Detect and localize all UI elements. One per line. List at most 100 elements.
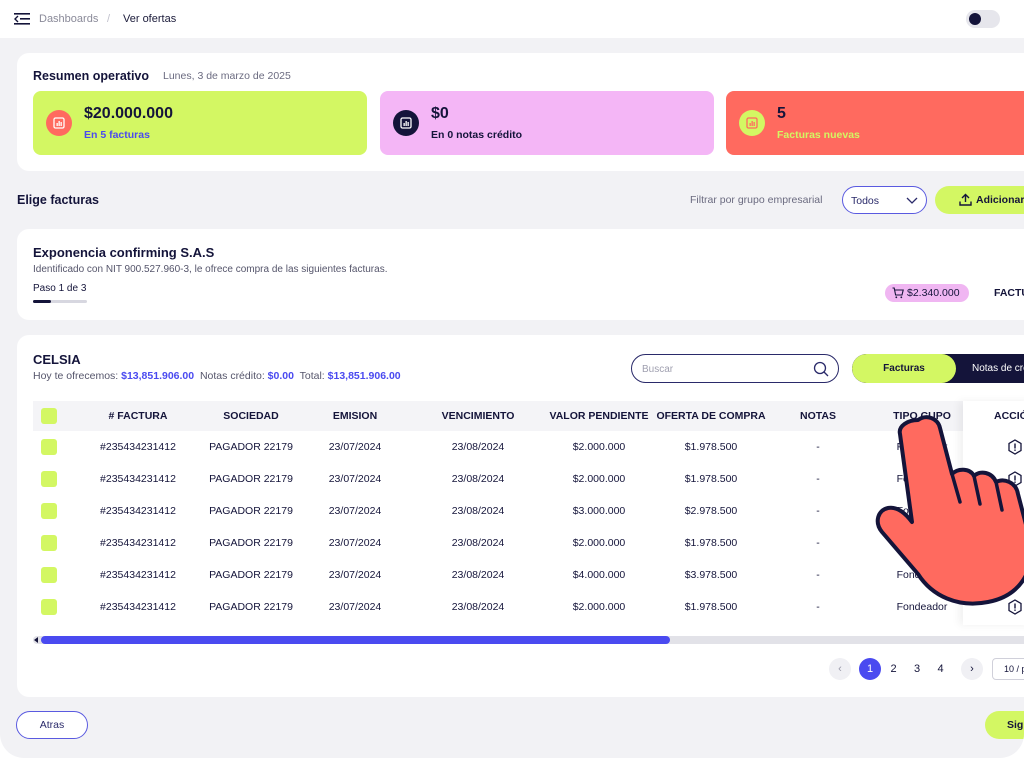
total-label: Total: — [299, 370, 325, 382]
cell-notes: - — [816, 473, 820, 485]
summary-date: Lunes, 3 de marzo de 2025 — [163, 70, 291, 82]
column-header[interactable]: NOTAS — [800, 410, 836, 422]
table-row[interactable]: #235434231412 PAGADOR 22179 23/07/2024 23/0… — [33, 527, 1024, 559]
info-icon[interactable] — [1007, 439, 1023, 455]
page-3-button[interactable]: 3 — [913, 663, 921, 675]
stat-value: 5 — [777, 105, 786, 122]
client-name: CELSIA — [33, 352, 81, 367]
cell-notes: - — [816, 505, 820, 517]
cell-notes: - — [816, 537, 820, 549]
info-icon[interactable] — [1007, 471, 1023, 487]
table-row[interactable]: #235434231412 PAGADOR 22179 23/07/2024 23/0… — [33, 431, 1024, 463]
company-card: Exponencia confirming S.A.S Identificado… — [17, 229, 1024, 320]
cell-purchase-offer: $1.978.500 — [684, 473, 738, 485]
tab-invoices[interactable]: Facturas — [852, 354, 956, 383]
step-label: Paso 1 de 3 — [33, 283, 87, 294]
breadcrumb-home[interactable]: Dashboards — [39, 13, 99, 25]
info-icon[interactable] — [1007, 567, 1023, 583]
step-progress-fill — [33, 300, 51, 303]
actions-column: ACCIÓN — [963, 401, 1024, 625]
row-checkbox[interactable] — [41, 439, 57, 455]
page-4-button[interactable]: 4 — [937, 663, 944, 675]
stat-card-new-invoices: 5 Facturas nuevas — [726, 91, 1024, 155]
info-icon[interactable] — [1007, 503, 1023, 519]
summary-card: Resumen operativo Lunes, 3 de marzo de 2… — [17, 53, 1024, 171]
cell-notes: - — [816, 601, 820, 613]
cell-issue-date: 23/07/2024 — [328, 537, 382, 549]
cell-due-date: 23/08/2024 — [451, 537, 505, 549]
cell-purchase-offer: $3.978.500 — [684, 569, 738, 581]
cell-notes: - — [816, 441, 820, 453]
row-checkbox[interactable] — [41, 599, 57, 615]
add-invoices-button[interactable]: Adicionar — [935, 186, 1024, 214]
column-header[interactable]: OFERTA DE COMPRA — [656, 410, 766, 422]
menu-collapse-icon[interactable] — [14, 12, 30, 26]
scroll-left-icon[interactable] — [33, 636, 39, 644]
cell-company: PAGADOR 22179 — [209, 601, 293, 613]
column-header[interactable]: # FACTURA — [108, 410, 168, 422]
company-description: Identificado con NIT 900.527.960-3, le o… — [33, 264, 388, 275]
toggle-knob — [969, 13, 981, 25]
per-page-select[interactable]: 10 / página — [992, 658, 1024, 680]
page-1-button[interactable]: 1 — [859, 658, 881, 680]
cart-badge[interactable]: $2.340.000 — [885, 284, 969, 302]
cell-company: PAGADOR 22179 — [209, 505, 293, 517]
info-icon[interactable] — [1007, 535, 1023, 551]
table-row[interactable]: #235434231412 PAGADOR 22179 23/07/2024 23/0… — [33, 591, 1024, 623]
scrollbar-thumb[interactable] — [41, 636, 670, 644]
chart-icon — [393, 110, 419, 136]
invoices-count-label: FACTU — [994, 287, 1024, 299]
cell-company: PAGADOR 22179 — [209, 569, 293, 581]
search-icon[interactable] — [813, 361, 829, 377]
next-page-button[interactable]: › — [961, 658, 983, 680]
column-header[interactable]: VENCIMIENTO — [441, 410, 515, 422]
stat-value: $20.000.000 — [84, 105, 173, 122]
stat-subtitle: Facturas nuevas — [777, 129, 860, 141]
stat-value: $0 — [431, 105, 449, 122]
column-header[interactable]: VALOR PENDIENTE — [549, 410, 649, 422]
table-row[interactable]: #235434231412 PAGADOR 22179 23/07/2024 23/0… — [33, 495, 1024, 527]
cell-pending-value: $2.000.000 — [572, 601, 626, 613]
summary-title: Resumen operativo — [33, 69, 150, 83]
tab-credit-notes[interactable]: Notas de crédito — [972, 363, 1024, 374]
group-filter-select[interactable]: Todos — [842, 186, 927, 214]
next-button[interactable]: Siguiente — [985, 711, 1024, 739]
info-icon[interactable] — [1007, 599, 1023, 615]
cell-issue-date: 23/07/2024 — [328, 473, 382, 485]
back-button[interactable]: Atras — [16, 711, 88, 739]
row-checkbox[interactable] — [41, 567, 57, 583]
chevron-down-icon — [906, 197, 918, 204]
total-value: $13,851.906.00 — [327, 370, 401, 382]
cell-company: PAGADOR 22179 — [209, 473, 293, 485]
add-invoices-label: Adicionar — [976, 194, 1024, 206]
table-row[interactable]: #235434231412 PAGADOR 22179 23/07/2024 23/0… — [33, 559, 1024, 591]
cell-invoice-number: #235434231412 — [100, 505, 176, 517]
upload-icon — [959, 193, 972, 206]
prev-page-button[interactable]: ‹ — [829, 658, 851, 680]
search-input[interactable] — [642, 361, 802, 377]
chart-icon — [739, 110, 765, 136]
theme-toggle[interactable] — [966, 10, 1000, 28]
row-checkbox[interactable] — [41, 535, 57, 551]
cell-due-date: 23/08/2024 — [451, 441, 505, 453]
cell-issue-date: 23/07/2024 — [328, 601, 382, 613]
page-2-button[interactable]: 2 — [890, 663, 897, 675]
row-checkbox[interactable] — [41, 503, 57, 519]
credit-value: $0.00 — [267, 370, 294, 382]
cell-invoice-number: #235434231412 — [100, 473, 176, 485]
cell-company: PAGADOR 22179 — [209, 537, 293, 549]
table-header: # FACTURA SOCIEDAD EMISION VENCIMIENTO V… — [33, 401, 1024, 431]
cell-pending-value: $2.000.000 — [572, 473, 626, 485]
group-filter-label: Filtrar por grupo empresarial — [690, 194, 823, 206]
column-header[interactable]: EMISION — [332, 410, 378, 422]
horizontal-scrollbar[interactable] — [33, 636, 1024, 644]
cell-due-date: 23/08/2024 — [451, 569, 505, 581]
row-checkbox[interactable] — [41, 471, 57, 487]
table-row[interactable]: #235434231412 PAGADOR 22179 23/07/2024 23/0… — [33, 463, 1024, 495]
select-all-checkbox[interactable] — [41, 408, 57, 424]
cell-pending-value: $3.000.000 — [572, 505, 626, 517]
cell-issue-date: 23/07/2024 — [328, 441, 382, 453]
column-header[interactable]: SOCIEDAD — [223, 410, 279, 422]
credit-label: Notas crédito: — [199, 370, 265, 382]
